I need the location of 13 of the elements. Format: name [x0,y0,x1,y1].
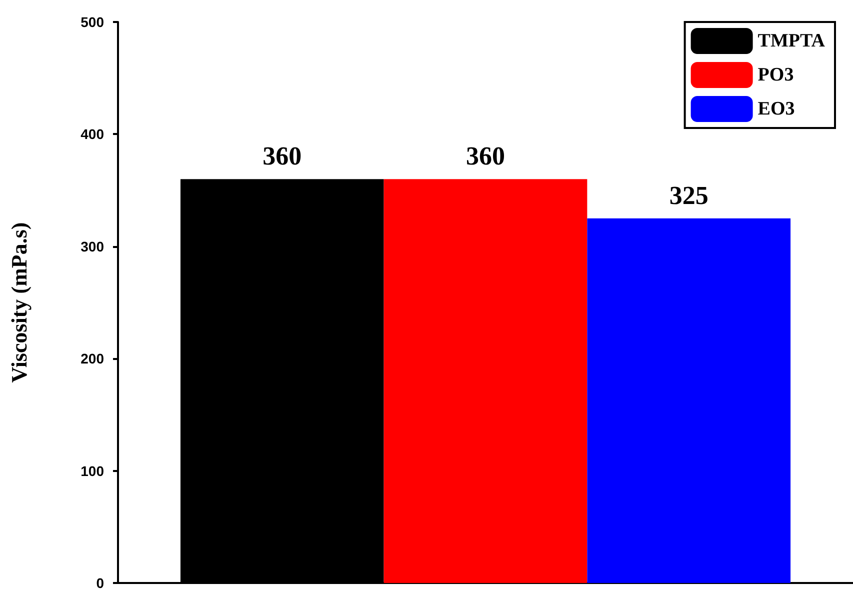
y-tick-label: 100 [80,462,104,479]
legend-label: PO3 [758,64,794,86]
data-label: 360 [262,142,302,171]
y-tick-label: 200 [80,350,104,367]
y-tick-label: 400 [80,126,104,142]
data-label: 325 [669,180,708,210]
y-tick-label: 300 [80,238,104,254]
data-label: 360 [466,142,505,171]
y-tick-label: 0 [96,575,104,591]
legend-label: EO3 [758,98,795,120]
y-axis-title: Viscosity (mPa.s) [6,222,32,383]
legend-label: TMPTA [758,30,826,52]
y-tick-label: 500 [80,14,104,30]
